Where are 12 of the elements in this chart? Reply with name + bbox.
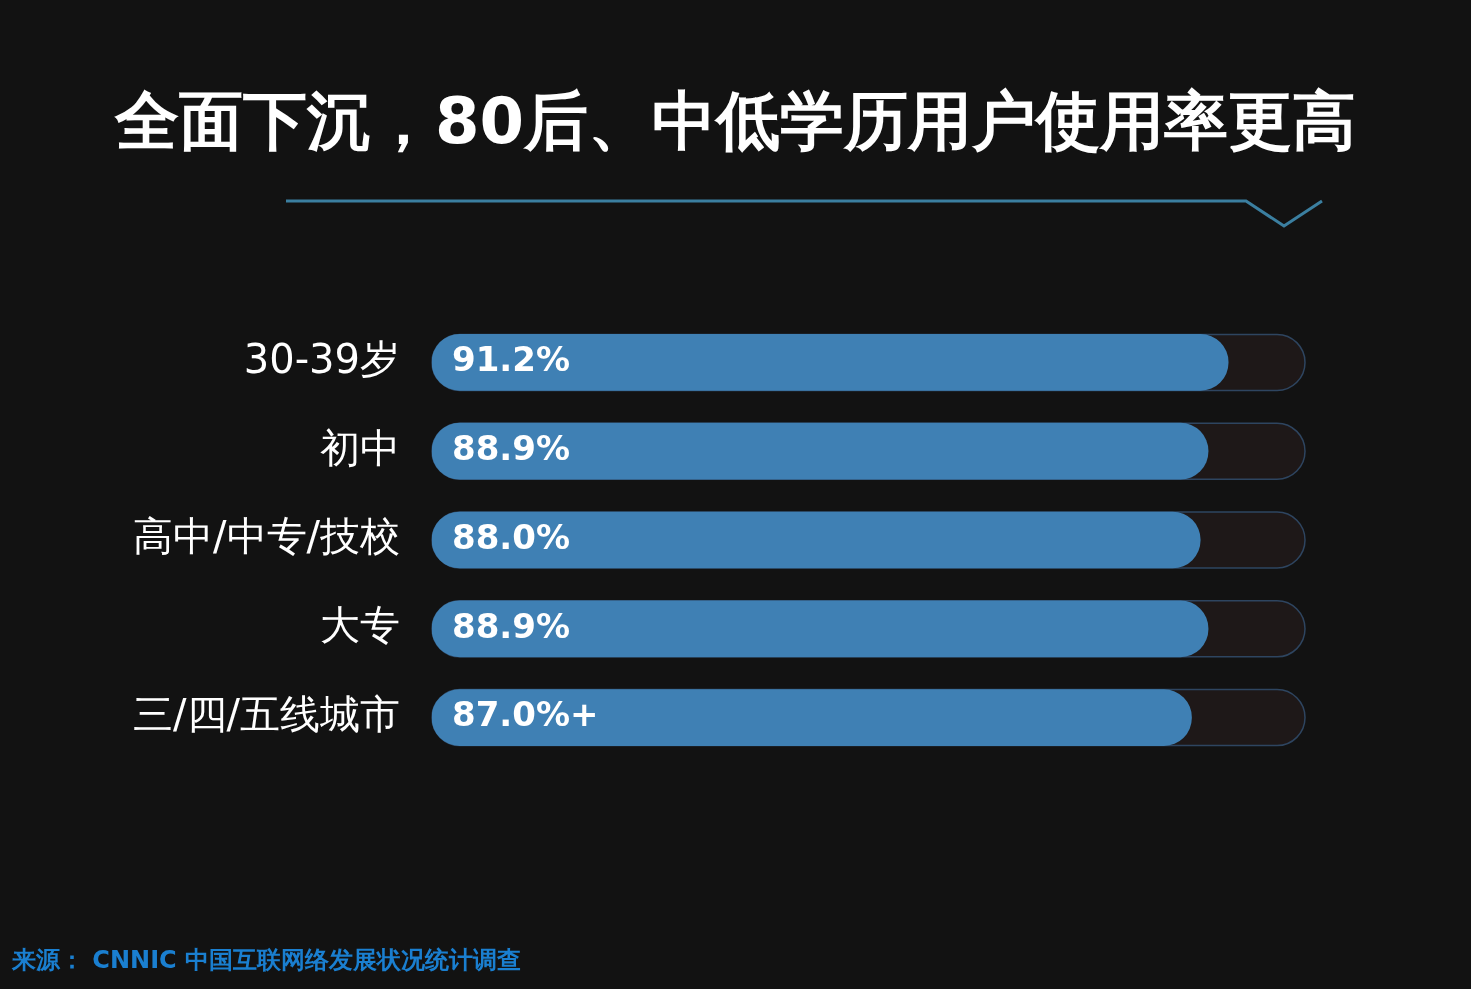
data-label: 88.0% (452, 516, 570, 557)
y-tick-label: 初中 (320, 424, 400, 471)
y-tick-label: 三/四/五线城市 (133, 690, 400, 737)
source-note: 来源： CNNIC 中国互联网络发展状况统计调查 (12, 945, 522, 976)
data-label: 91.2% (452, 339, 570, 380)
y-tick-label: 高中/中专/技校 (133, 513, 400, 560)
y-tick-label: 30-39岁 (243, 335, 400, 382)
data-label: 88.9% (452, 605, 570, 646)
chart-title: 全面下沉，80后、中低学历用户使用率更高 (113, 83, 1358, 160)
data-label: 87.0%+ (452, 694, 599, 735)
data-label: 88.9% (452, 428, 570, 469)
y-tick-label: 大专 (320, 602, 400, 649)
